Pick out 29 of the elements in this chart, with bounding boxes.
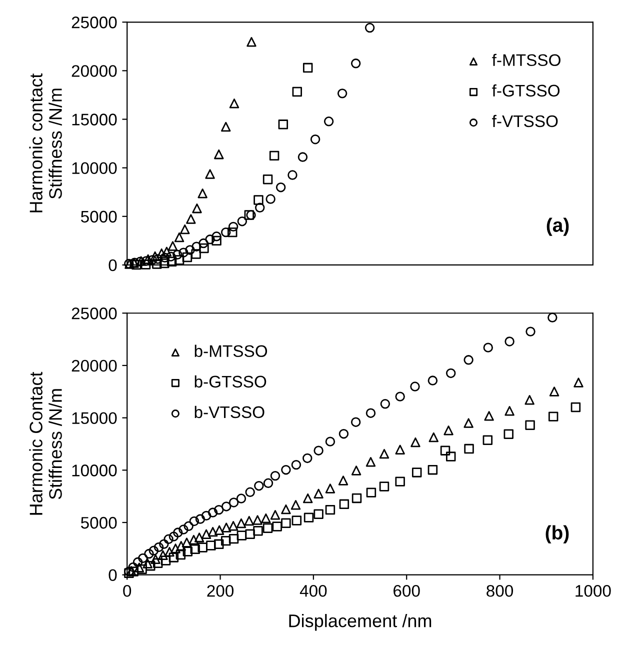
legend-label: f-VTSSO: [492, 114, 558, 128]
y-tick-label: 15000: [72, 114, 117, 126]
y-tick-label: 0: [108, 569, 117, 582]
y-tick-label: 20000: [72, 360, 117, 372]
y-axis-title: Harmonic contact Stiffness /N/m: [29, 73, 62, 212]
y-tick-label: 20000: [72, 65, 117, 77]
annotation: (b): [546, 525, 569, 544]
x-tick-label: 200: [207, 584, 234, 597]
y-tick-label: 15000: [72, 412, 117, 424]
y-axis-title: Harmonic Contact Stiffness /N/m: [29, 372, 62, 515]
legend-label: f-MTSSO: [492, 54, 560, 66]
legend-label: b-VTSSO: [194, 406, 264, 418]
legend-label: f-GTSSO: [492, 84, 560, 97]
y-tick-label: 25000: [72, 16, 117, 28]
x-tick-label: 400: [300, 584, 327, 597]
y-tick-label: 5000: [80, 210, 117, 223]
x-tick-label: 0: [123, 584, 132, 597]
y-tick-label: 5000: [80, 516, 117, 529]
y-tick-label: 10000: [72, 464, 117, 476]
x-tick-label: 1000: [576, 584, 611, 597]
x-tick-label: 800: [486, 584, 514, 597]
annotation: (a): [546, 218, 569, 236]
y-tick-label: 10000: [72, 162, 117, 174]
y-tick-label: 25000: [72, 308, 117, 320]
y-tick-label: 0: [108, 259, 117, 272]
legend-label: b-GTSSO: [194, 375, 266, 388]
legend-label: b-MTSSO: [194, 344, 268, 358]
x-axis-title: Displacement /nm: [289, 614, 432, 631]
x-tick-label: 600: [394, 584, 420, 597]
